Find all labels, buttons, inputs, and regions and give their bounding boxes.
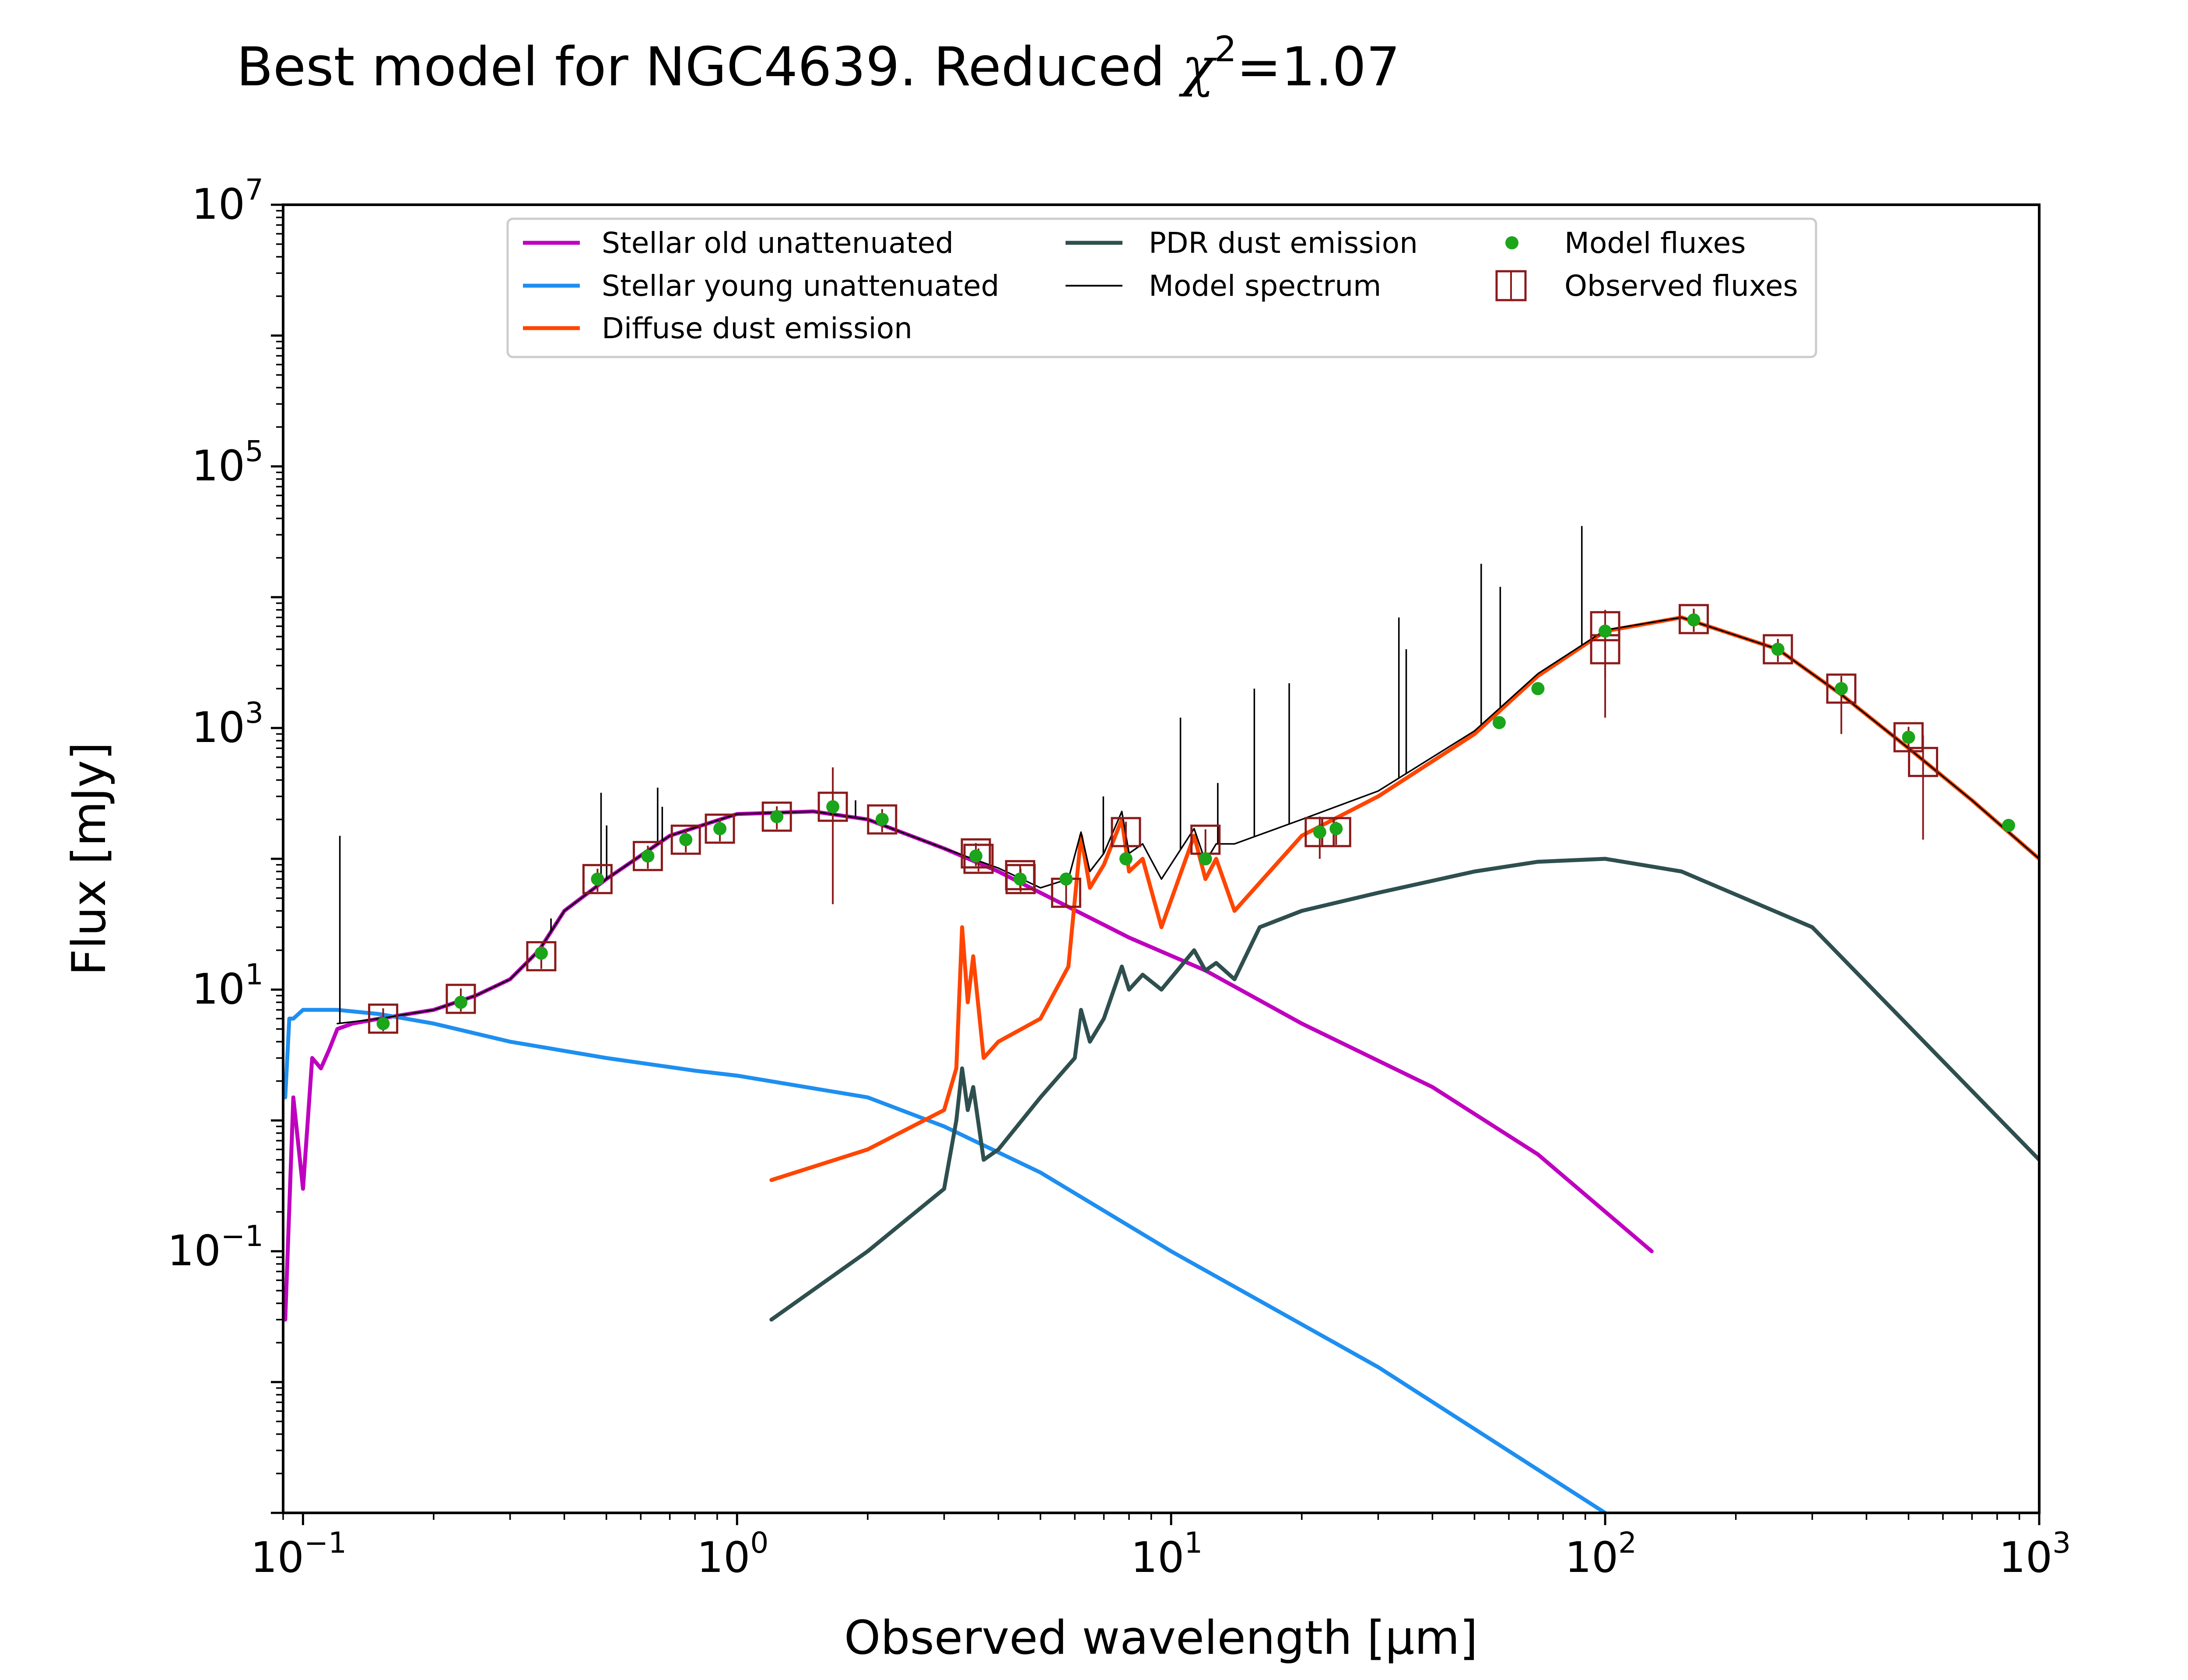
- y-tick-label: 107: [192, 173, 263, 229]
- y-tick-label: 10−1: [168, 1219, 263, 1275]
- model-fluxes-layer: [376, 613, 2015, 1030]
- model-flux-point: [1902, 731, 1915, 744]
- ticks-layer: 10−1 100 101 102 103 10−1 101 103 105 107: [168, 173, 2071, 1582]
- model-flux-point: [826, 800, 840, 814]
- model-flux-point: [1492, 716, 1506, 729]
- chart-title-chi-exponent: 2: [1214, 29, 1237, 70]
- series-line-stellar-old-unattenuated: [283, 809, 1654, 1322]
- model-flux-point: [1531, 682, 1545, 695]
- model-flux-point: [1119, 852, 1133, 865]
- legend-label-model-fluxes: Model fluxes: [1564, 226, 1746, 260]
- legend-label-observed-fluxes: Observed fluxes: [1564, 269, 1798, 303]
- model-flux-point: [1834, 682, 1848, 695]
- model-flux-point: [679, 833, 693, 847]
- y-tick-label: 101: [192, 958, 263, 1014]
- observed-flux-point: [817, 767, 848, 904]
- x-tick-label: 10−1: [251, 1526, 347, 1582]
- model-flux-point: [713, 822, 727, 836]
- legend-label-model-spectrum: Model spectrum: [1149, 269, 1381, 303]
- x-tick-label: 100: [697, 1526, 768, 1582]
- model-flux-point: [1329, 822, 1343, 836]
- legend: Stellar old unattenuated Stellar young u…: [506, 217, 1817, 358]
- model-flux-point: [1599, 624, 1612, 638]
- y-tick-label: 103: [192, 696, 263, 752]
- series-line-stellar-young-unattenuated: [283, 1008, 1607, 1513]
- x-tick-label: 103: [1999, 1526, 2071, 1582]
- model-flux-point: [770, 810, 784, 823]
- chart-title-chi: χ: [1178, 36, 1217, 98]
- model-flux-point: [875, 812, 889, 826]
- x-tick-label: 102: [1565, 1526, 1637, 1582]
- plot-frame: [282, 203, 2041, 1514]
- model-flux-point: [454, 995, 468, 1009]
- legend-label-stellar-old: Stellar old unattenuated: [602, 226, 954, 260]
- x-tick-label: 101: [1131, 1526, 1203, 1582]
- model-flux-point: [1771, 642, 1785, 656]
- y-tick-label: 105: [192, 434, 263, 490]
- legend-swatch-observed-fluxes: [1495, 270, 1527, 301]
- x-axis-label: Observed wavelength [μm]: [844, 1611, 1478, 1665]
- legend-swatch-model-fluxes: [1505, 236, 1518, 249]
- chart-title-tail: =1.07: [1237, 36, 1400, 98]
- legend-label-diffuse-dust: Diffuse dust emission: [602, 312, 912, 345]
- model-flux-point: [641, 849, 655, 863]
- model-flux-point: [1199, 852, 1212, 865]
- chart-title: Best model for NGC4639. Reduced χ2=1.07: [236, 29, 1400, 98]
- model-flux-point: [1687, 613, 1701, 627]
- series-line-pdr-dust-emission: [769, 857, 2039, 1322]
- observed-flux-point: [1908, 735, 1939, 840]
- chart-title-main: Best model for NGC4639. Reduced: [236, 36, 1182, 98]
- legend-label-pdr-dust: PDR dust emission: [1149, 226, 1418, 260]
- model-flux-point: [591, 872, 604, 886]
- observed-flux-point: [1590, 609, 1620, 679]
- series-layer: [283, 615, 2039, 1513]
- legend-label-stellar-young: Stellar young unattenuated: [602, 269, 999, 303]
- observed-flux-point: [1111, 817, 1141, 847]
- y-axis-label: Flux [mJy]: [62, 742, 116, 976]
- model-flux-point: [969, 849, 983, 863]
- model-flux-point: [1059, 872, 1073, 886]
- observed-fluxes-layer: [368, 604, 1939, 1034]
- legend-box: [506, 217, 1817, 358]
- model-flux-point: [1313, 825, 1326, 839]
- model-flux-point: [376, 1017, 390, 1030]
- emission-lines-layer: [339, 526, 1583, 1023]
- model-flux-point: [1013, 872, 1027, 886]
- model-flux-point: [534, 946, 548, 960]
- model-flux-point: [2002, 819, 2015, 832]
